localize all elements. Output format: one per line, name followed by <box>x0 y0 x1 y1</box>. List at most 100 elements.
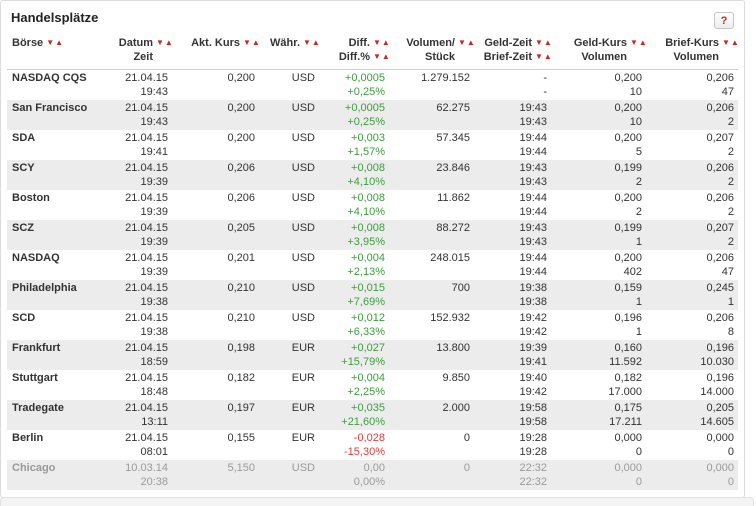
table-row: SCZ 21.04.15 19:39 0,205 USD +0,008 +3,95% 88.2… <box>7 220 738 250</box>
cell-value-geld_volumen: 17.211 <box>609 416 642 428</box>
cell-value-geld_volumen: 402 <box>623 266 642 278</box>
col-header-kurs[interactable]: Akt. Kurs ▼▲ <box>172 33 261 70</box>
cell-value-geld_kurs: 0,159 <box>614 282 642 294</box>
sort-asc-icon[interactable]: ▲ <box>381 52 391 61</box>
col-header-datum[interactable]: Datum ▼▲ Zeit <box>105 33 174 70</box>
sort-asc-icon[interactable]: ▲ <box>466 38 476 47</box>
cell-value-geld_zeit: 19:44 <box>519 192 547 204</box>
cell-value-datum: 21.04.15 <box>125 162 168 174</box>
cell-briefkurs: 0,207 2 <box>646 130 738 160</box>
cell-value-boerse: SCD <box>12 312 36 324</box>
sort-arrows-diff: ▼▲ <box>373 50 391 64</box>
cell-value-volumen: 11.862 <box>437 192 470 204</box>
cell-kurs: 0,200 <box>172 130 259 160</box>
col-header-diff[interactable]: Diff. ▼▲ Diff.% ▼▲ <box>319 33 391 70</box>
cell-value-geld_volumen: 10 <box>629 86 642 98</box>
cell-value-zeit: 08:01 <box>140 446 168 458</box>
col-header-volumen[interactable]: Volumen/▼▲ Stück <box>389 33 476 70</box>
cell-value-geld_kurs: 0,200 <box>614 102 642 114</box>
sort-arrows-volumen: ▼▲ <box>458 36 476 50</box>
cell-value-diff: +0,015 <box>351 282 385 294</box>
cell-value-diff_pct: +21,60% <box>341 416 385 428</box>
col-header-label: Währ. <box>270 37 300 49</box>
cell-value-waehrung: USD <box>291 132 315 144</box>
sort-desc-icon[interactable]: ▼ <box>373 52 382 61</box>
cell-value-brief_zeit: - <box>543 86 547 98</box>
cell-datum: 21.04.15 19:39 <box>105 160 172 190</box>
col-header-geldzeit[interactable]: Geld-Zeit ▼▲ Brief-Zeit ▼▲ <box>474 33 553 70</box>
cell-geldkurs: 0,160 11.592 <box>551 340 646 370</box>
cell-geldkurs: 0,000 0 <box>551 430 646 460</box>
cell-waehrung: EUR <box>259 340 319 370</box>
cell-kurs: 5,150 <box>172 460 259 490</box>
sort-desc-icon[interactable]: ▼ <box>243 38 252 47</box>
cell-value-boerse: Philadelphia <box>12 282 77 294</box>
sort-desc-icon[interactable]: ▼ <box>156 38 165 47</box>
cell-kurs: 0,200 <box>172 100 259 130</box>
cell-value-diff_pct: +0,25% <box>347 116 385 128</box>
col-header-geldkurs[interactable]: Geld-Kurs ▼▲ Volumen <box>551 33 648 70</box>
sort-asc-icon[interactable]: ▲ <box>251 38 261 47</box>
card-header: Handelsplätze ? <box>1 1 744 33</box>
sort-desc-icon[interactable]: ▼ <box>630 38 639 47</box>
cell-value-zeit: 19:39 <box>140 206 168 218</box>
cell-waehrung: USD <box>259 160 319 190</box>
cell-briefkurs: 0,196 14.000 <box>646 370 738 400</box>
sort-desc-icon[interactable]: ▼ <box>535 52 544 61</box>
cell-boerse: SCY <box>7 160 105 190</box>
sort-asc-icon[interactable]: ▲ <box>55 38 65 47</box>
sort-asc-icon[interactable]: ▲ <box>543 52 553 61</box>
cell-value-geld_kurs: 0,200 <box>614 72 642 84</box>
cell-value-geld_kurs: 0,175 <box>614 402 642 414</box>
cell-briefkurs: 0,206 2 <box>646 160 738 190</box>
sort-asc-icon[interactable]: ▲ <box>381 38 391 47</box>
cell-briefkurs: 0,245 1 <box>646 280 738 310</box>
cell-geldzeit: 19:42 19:42 <box>474 310 551 340</box>
cell-value-waehrung: EUR <box>291 342 315 354</box>
cell-value-geld_zeit: 19:38 <box>519 282 547 294</box>
sort-arrows-waehrung: ▼▲ <box>303 36 321 50</box>
cell-value-volumen: 9.850 <box>442 372 470 384</box>
sort-asc-icon[interactable]: ▲ <box>730 38 740 47</box>
cell-value-brief_kurs: 0,206 <box>706 192 734 204</box>
sort-desc-icon[interactable]: ▼ <box>46 38 56 47</box>
cell-datum: 21.04.15 19:39 <box>105 250 172 280</box>
cell-kurs: 0,182 <box>172 370 259 400</box>
sort-desc-icon[interactable]: ▼ <box>373 38 382 47</box>
cell-value-waehrung: USD <box>291 222 315 234</box>
sort-asc-icon[interactable]: ▲ <box>638 38 648 47</box>
col-header-briefkurs[interactable]: Brief-Kurs ▼▲ Volumen <box>646 33 740 70</box>
cell-value-diff_pct: 0,00% <box>353 476 385 488</box>
cell-volumen: 62.275 <box>389 100 474 130</box>
cell-kurs: 0,210 <box>172 310 259 340</box>
cell-volumen: 248.015 <box>389 250 474 280</box>
cell-value-brief_zeit: 19:58 <box>519 416 547 428</box>
sort-desc-icon[interactable]: ▼ <box>535 38 544 47</box>
sort-desc-icon[interactable]: ▼ <box>722 38 731 47</box>
cell-diff: +0,0005 +0,25% <box>319 100 389 130</box>
sort-asc-icon[interactable]: ▲ <box>164 38 174 47</box>
cell-geldzeit: 19:40 19:42 <box>474 370 551 400</box>
sort-desc-icon[interactable]: ▼ <box>458 38 467 47</box>
cell-value-brief_zeit: 19:41 <box>519 356 547 368</box>
cell-briefkurs: 0,206 47 <box>646 70 738 101</box>
col-header-boerse[interactable]: Börse ▼▲ <box>7 33 105 70</box>
cell-value-geld_volumen: 10 <box>629 116 642 128</box>
cell-waehrung: EUR <box>259 400 319 430</box>
cell-value-brief_kurs: 0,207 <box>706 222 734 234</box>
sort-desc-icon[interactable]: ▼ <box>303 38 312 47</box>
cell-value-geld_kurs: 0,196 <box>614 312 642 324</box>
col-header-waehrung[interactable]: Währ. ▼▲ <box>259 33 321 70</box>
cell-value-waehrung: USD <box>291 312 315 324</box>
sort-asc-icon[interactable]: ▲ <box>543 38 553 47</box>
cell-boerse: Chicago <box>7 460 105 490</box>
cell-value-diff: +0,008 <box>351 222 385 234</box>
help-button[interactable]: ? <box>714 12 734 29</box>
table-row: Philadelphia 21.04.15 19:38 0,210 USD +0,015 +… <box>7 280 738 310</box>
cell-value-diff_pct: +7,69% <box>347 296 385 308</box>
cell-value-diff: +0,004 <box>351 372 385 384</box>
sort-asc-icon[interactable]: ▲ <box>311 38 321 47</box>
cell-diff: 0,00 0,00% <box>319 460 389 490</box>
cell-volumen: 0 <box>389 430 474 460</box>
cell-value-boerse: Tradegate <box>12 402 64 414</box>
